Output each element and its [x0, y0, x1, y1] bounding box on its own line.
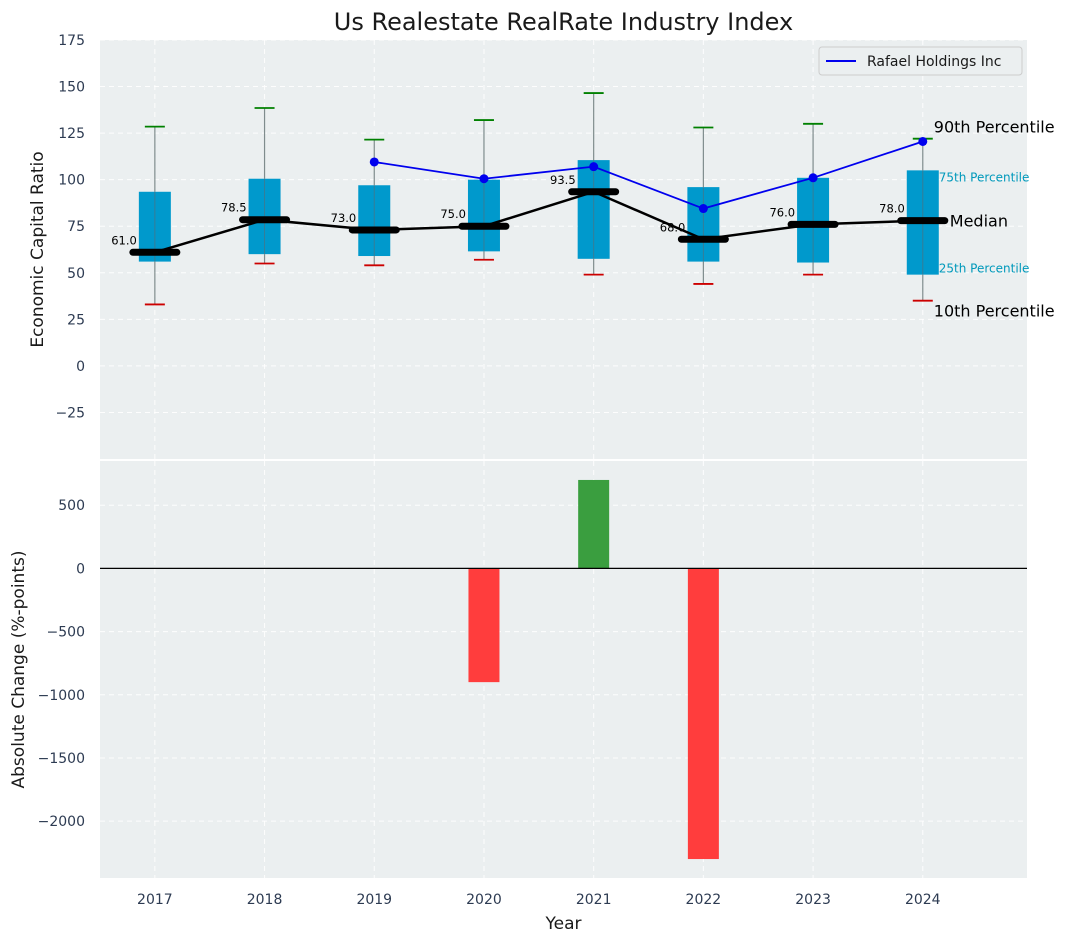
company-series-point [479, 174, 489, 184]
annotation-median: Median [950, 212, 1008, 231]
bottom-y-tick-label: −1500 [38, 751, 85, 767]
top-y-tick-label: 0 [76, 359, 85, 375]
legend-box [818, 46, 1023, 76]
bottom-y-tick-label: −2000 [38, 814, 85, 830]
box-2019 [358, 138, 391, 267]
bottom-y-tick-label: 0 [76, 561, 85, 577]
top-y-tick-label: 25 [67, 312, 85, 328]
bottom-y-axis-label: Absolute Change (%-points) [9, 551, 29, 789]
company-series-point [589, 162, 599, 172]
chart-title: Us Realestate RealRate Industry Index [334, 8, 793, 36]
x-tick-label: 2018 [247, 892, 283, 908]
legend-entry-label: Rafael Holdings Inc [867, 54, 1001, 70]
percentile-annotations: 90th Percentile 75th Percentile Median 25th… [934, 118, 1055, 321]
median-value-label: 78.0 [879, 202, 905, 216]
top-y-tick-label: 100 [58, 173, 85, 189]
bottom-plot-background [100, 461, 1027, 878]
top-y-tick-label: 150 [58, 80, 85, 96]
company-series-line [374, 140, 924, 210]
top-y-tick-label: 175 [58, 33, 85, 49]
median-trend-line: 61.0 78.5 73.0 75.0 93.5 68.0 76.0 78.0 [111, 173, 949, 256]
change-bar-2020 [468, 568, 500, 683]
annotation-p25: 25th Percentile [939, 262, 1030, 276]
median-value-label: 76.0 [769, 205, 795, 219]
x-tick-label: 2020 [466, 892, 502, 908]
median-value-label: 78.5 [221, 201, 247, 215]
box-plot-group [138, 92, 939, 306]
median-value-label: 68.0 [660, 220, 686, 234]
bottom-y-tick-label: −1000 [38, 688, 85, 704]
median-value-label: 73.0 [331, 211, 357, 225]
box-2023 [797, 122, 830, 276]
bottom-y-tick-label: −500 [47, 625, 85, 641]
annotation-p10: 10th Percentile [934, 302, 1055, 321]
box-2020 [467, 119, 500, 261]
company-series [369, 136, 928, 214]
median-value-label: 61.0 [111, 233, 137, 247]
box-2021 [577, 92, 610, 276]
top-y-tick-label: 125 [58, 126, 85, 142]
legend: Rafael Holdings Inc [818, 46, 1023, 76]
box-2022 [687, 126, 720, 285]
median-value-label: 93.5 [550, 173, 576, 187]
x-tick-label: 2024 [905, 892, 941, 908]
x-tick-label: 2021 [576, 892, 612, 908]
median-value-label: 75.0 [440, 207, 466, 221]
x-ticks: 2017 2018 2019 2020 2021 2022 2023 2024 [137, 892, 941, 908]
x-tick-label: 2022 [686, 892, 722, 908]
annotation-p90: 90th Percentile [934, 118, 1055, 137]
x-tick-label: 2017 [137, 892, 173, 908]
top-y-tick-label: 75 [67, 219, 85, 235]
bottom-y-ticks: −2000 −1500 −1000 −500 0 500 [38, 498, 85, 830]
company-series-point [918, 136, 928, 146]
annotation-p75: 75th Percentile [939, 170, 1030, 184]
change-bars [100, 479, 1027, 860]
top-y-tick-label: −25 [55, 405, 85, 421]
top-y-axis-label: Economic Capital Ratio [28, 151, 48, 347]
top-y-ticks: −25 0 25 50 75 100 125 150 175 [55, 33, 85, 421]
change-bar-2022 [687, 568, 719, 860]
company-series-point [698, 204, 708, 214]
x-tick-label: 2023 [795, 892, 831, 908]
x-axis-label: Year [545, 914, 582, 934]
bottom-y-tick-label: 500 [58, 498, 85, 514]
company-series-point [808, 173, 818, 183]
company-series-point [369, 157, 379, 167]
x-tick-label: 2019 [356, 892, 392, 908]
top-y-tick-label: 50 [67, 266, 85, 282]
change-bar-2021 [578, 479, 610, 569]
top-plot-background [100, 40, 1027, 459]
